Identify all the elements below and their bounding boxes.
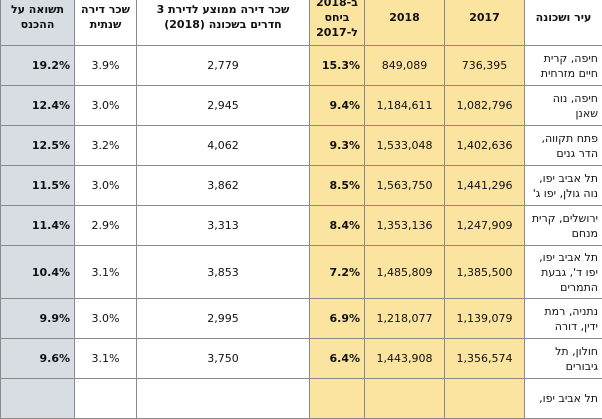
cell-2017: 1,356,574 xyxy=(445,339,525,379)
cell-change: 6.4% xyxy=(310,339,365,379)
cell-city: חולון, תל גיבורים xyxy=(525,339,602,379)
cell-rooms: 2,945 xyxy=(137,86,310,126)
header-change: ב-2018 ביחס ל-2017 xyxy=(310,0,365,46)
cell-city: פתח תקווה, הדר גנים xyxy=(525,126,602,166)
cell-rooms: 3,862 xyxy=(137,166,310,206)
cell-yield xyxy=(1,379,75,419)
cell-rooms: 2,995 xyxy=(137,299,310,339)
cell-yield: 11.4% xyxy=(1,206,75,246)
table-row: תל אביב יפו, xyxy=(1,379,602,419)
cell-yield: 12.5% xyxy=(1,126,75,166)
cell-2018: 1,485,809 xyxy=(365,246,445,299)
cell-2017: 1,441,296 xyxy=(445,166,525,206)
cell-yield: 9.9% xyxy=(1,299,75,339)
cell-2018 xyxy=(365,379,445,419)
cell-rent-rate: 2.9% xyxy=(75,206,137,246)
header-rooms: שכר דירה ממוצע לדירת 3 חדרים בשכונה (201… xyxy=(137,0,310,46)
cell-yield: 19.2% xyxy=(1,46,75,86)
cell-rooms: 3,853 xyxy=(137,246,310,299)
cell-rooms: 3,750 xyxy=(137,339,310,379)
cell-rooms: 2,779 xyxy=(137,46,310,86)
cell-yield: 11.5% xyxy=(1,166,75,206)
cell-rent-rate: 3.0% xyxy=(75,86,137,126)
cell-rent-rate: 3.0% xyxy=(75,166,137,206)
cell-2017: 1,139,079 xyxy=(445,299,525,339)
header-2018: 2018 xyxy=(365,0,445,46)
cell-yield: 12.4% xyxy=(1,86,75,126)
cell-2018: 1,353,136 xyxy=(365,206,445,246)
header-rent-rate: שכר דירה שנתית xyxy=(75,0,137,46)
cell-change: 6.9% xyxy=(310,299,365,339)
cell-rooms: 3,313 xyxy=(137,206,310,246)
cell-2017: 1,082,796 xyxy=(445,86,525,126)
cell-2017 xyxy=(445,379,525,419)
cell-city: תל אביב יפו, יפו ד', גבעת התמרים xyxy=(525,246,602,299)
cell-2018: 1,563,750 xyxy=(365,166,445,206)
cell-2018: 1,218,077 xyxy=(365,299,445,339)
cell-city: ירושלים, קרית מנחם xyxy=(525,206,602,246)
header-yield: תשואה על ההכנס xyxy=(1,0,75,46)
cell-yield: 10.4% xyxy=(1,246,75,299)
cell-city: חיפה, נוה שאנן xyxy=(525,86,602,126)
cell-change: 7.2% xyxy=(310,246,365,299)
cell-city: תל אביב יפו, xyxy=(525,379,602,419)
cell-change: 15.3% xyxy=(310,46,365,86)
cell-change: 8.4% xyxy=(310,206,365,246)
cell-rooms: 4,062 xyxy=(137,126,310,166)
cell-2017: 1,247,909 xyxy=(445,206,525,246)
cell-2018: 849,089 xyxy=(365,46,445,86)
cell-2018: 1,533,048 xyxy=(365,126,445,166)
header-city: עיר ושכונה xyxy=(525,0,602,46)
cell-rent-rate: 3.1% xyxy=(75,246,137,299)
cell-change: 9.3% xyxy=(310,126,365,166)
cell-rooms xyxy=(137,379,310,419)
cell-city: חיפה, קרית חיים מזרחית xyxy=(525,46,602,86)
cell-change: 8.5% xyxy=(310,166,365,206)
cell-2018: 1,443,908 xyxy=(365,339,445,379)
cell-change: 9.4% xyxy=(310,86,365,126)
cell-rent-rate: 3.0% xyxy=(75,299,137,339)
cell-2018: 1,184,611 xyxy=(365,86,445,126)
header-2017: 2017 xyxy=(445,0,525,46)
cell-city: תל אביב יפו, נוה גולן, יפו ג' xyxy=(525,166,602,206)
cell-2017: 1,402,636 xyxy=(445,126,525,166)
cell-change xyxy=(310,379,365,419)
cell-rent-rate: 3.2% xyxy=(75,126,137,166)
cell-rent-rate: 3.1% xyxy=(75,339,137,379)
cell-yield: 9.6% xyxy=(1,339,75,379)
cell-city: נתניה, רמת ידין, דורה xyxy=(525,299,602,339)
cell-2017: 1,385,500 xyxy=(445,246,525,299)
cell-2017: 736,395 xyxy=(445,46,525,86)
cell-rent-rate xyxy=(75,379,137,419)
header-row: עיר ושכונה 2017 2018 ב-2018 ביחס ל-2017 … xyxy=(1,0,602,46)
cell-rent-rate: 3.9% xyxy=(75,46,137,86)
